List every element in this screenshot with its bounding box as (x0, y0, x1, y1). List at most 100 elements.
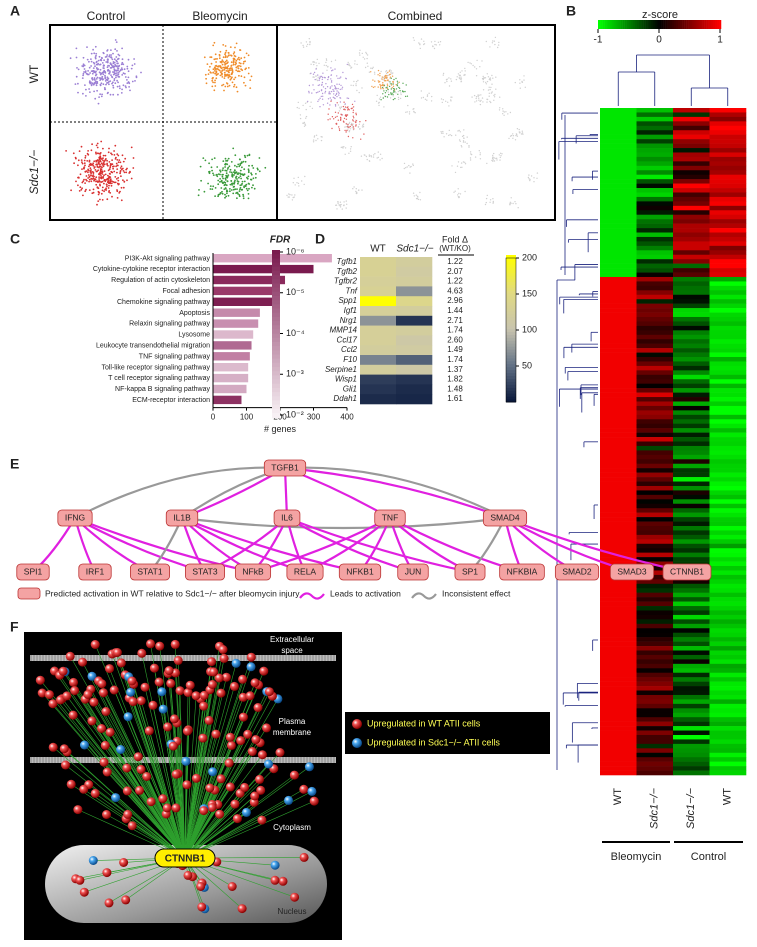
cell-dot (121, 58, 124, 61)
bar (213, 373, 249, 383)
cell-dot (95, 176, 98, 179)
cell-dot (236, 197, 238, 200)
cell-dot (383, 106, 385, 108)
cell-dot (207, 182, 210, 185)
cell-dot (87, 150, 89, 152)
heatmap-cell (673, 770, 710, 776)
cell-dot (216, 58, 219, 60)
cell-dot (83, 162, 86, 165)
heatmap-cell (709, 717, 747, 722)
heatmap-cell (709, 183, 747, 189)
cell-dot (84, 170, 87, 173)
cell-dot (466, 142, 468, 145)
node (454, 563, 486, 581)
cell-dot (474, 156, 477, 158)
cell-dot (482, 77, 485, 80)
fold-change: 1.48 (447, 384, 463, 393)
heatmap-cell (636, 379, 674, 384)
cell-dot (330, 99, 333, 101)
heatmap-cell (673, 161, 710, 167)
molecule (126, 687, 136, 697)
molecule (221, 672, 231, 682)
cell-dot (387, 79, 389, 82)
cell-dot (370, 71, 372, 73)
cell-dot (330, 80, 333, 82)
cell-dot (247, 175, 250, 178)
heatmap-cell (709, 708, 747, 714)
colorbar-cell (272, 279, 280, 285)
colorbar-cell (506, 372, 516, 377)
cell-dot (81, 168, 83, 171)
heatmap-cell (636, 156, 674, 162)
cell-dot (220, 179, 223, 182)
cell-dot (399, 97, 402, 100)
cell-dot (209, 188, 212, 190)
colorbar-cell (506, 346, 516, 350)
colorbar-cell (506, 290, 516, 294)
cell-dot (104, 76, 107, 79)
cell-dot (244, 160, 247, 163)
cell-dot (322, 104, 325, 106)
cell-dot (231, 67, 233, 70)
cell-dot (419, 191, 421, 194)
heatmap-cell (709, 552, 747, 558)
cell-dot (494, 43, 496, 46)
cell-dot (234, 164, 236, 167)
colorbar-cell (665, 20, 668, 29)
cell-dot (88, 88, 90, 90)
cell-dot (212, 76, 214, 79)
cell-dot (391, 75, 394, 77)
cell-dot (312, 139, 315, 141)
molecule (182, 726, 192, 736)
cell-dot (222, 44, 225, 46)
heatmap-cell (709, 668, 747, 674)
heatmap-cell (600, 459, 637, 465)
cell-dot (96, 165, 99, 168)
colorbar-cell (272, 346, 280, 352)
cell-dot (489, 201, 491, 203)
heatmap-cell (396, 286, 433, 297)
cell-dot (327, 98, 330, 100)
cell-dot (347, 109, 349, 111)
molecule (158, 704, 168, 714)
cell-dot (87, 70, 89, 72)
gene-label: Ccl17 (337, 335, 358, 344)
cell-dot (107, 164, 109, 167)
cell-dot (299, 114, 302, 116)
heatmap-cell (636, 632, 674, 638)
colorbar-cell (272, 379, 280, 385)
cell-dot (116, 190, 119, 193)
molecule (299, 784, 309, 794)
cell-dot (96, 163, 98, 166)
cell-dot (524, 86, 526, 89)
cell-dot (345, 207, 347, 209)
cell-dot (372, 66, 374, 69)
cell-dot (116, 168, 119, 171)
heatmap-cell (636, 423, 674, 429)
cell-dot (109, 163, 112, 165)
molecule (87, 671, 97, 681)
cell-dot (330, 100, 332, 102)
cell-dot (95, 54, 97, 57)
heatmap-cell (600, 401, 637, 407)
cell-dot (288, 196, 290, 198)
cell-dot (328, 91, 330, 93)
cell-dot (90, 70, 93, 72)
gene-label: Nrg1 (340, 316, 357, 325)
heatmap-cell (673, 432, 710, 438)
x-tick-label: 0 (211, 413, 216, 422)
edge (184, 795, 255, 859)
cell-dot (337, 87, 339, 90)
cell-dot (100, 82, 103, 85)
molecule (275, 748, 285, 757)
cell-dot (90, 149, 93, 152)
heatmap-cell (709, 161, 747, 167)
cell-dot (95, 61, 98, 64)
cell-dot (297, 182, 300, 185)
cell-dot (229, 69, 232, 71)
molecule (199, 690, 209, 700)
heatmap-cell (600, 361, 637, 367)
heatmap-cell (600, 543, 637, 549)
cell-dot (342, 71, 344, 74)
cell-dot (387, 91, 389, 93)
